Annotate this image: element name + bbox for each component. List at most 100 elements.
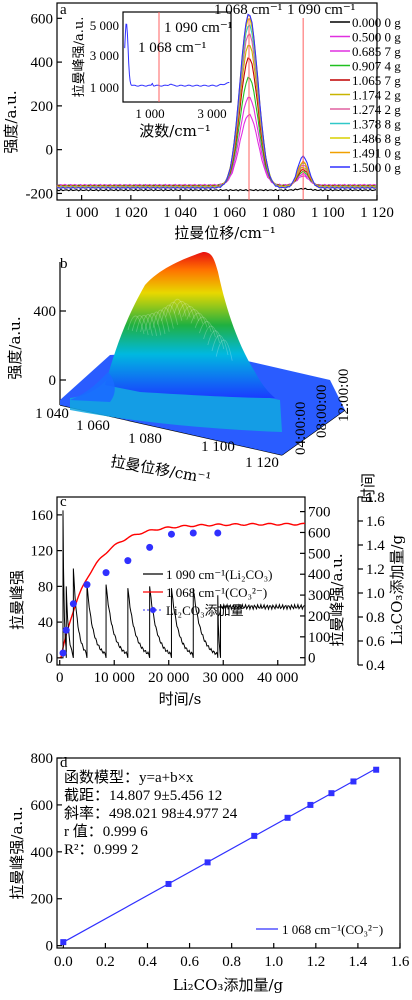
panel-d-xtick: 1.4 — [349, 954, 368, 970]
data-point — [284, 814, 291, 821]
panel-c-ytick-right2: 1.2 — [366, 562, 385, 578]
surface-ridge — [157, 307, 174, 329]
legend-entry: 0.000 0 g — [352, 15, 401, 30]
annotation-intercept: 截距：14.807 9±5.456 12 — [64, 787, 222, 804]
inset-ylabel: 拉曼峰强/a.u. — [72, 17, 87, 98]
legend-entry: 0.907 4 g — [352, 59, 401, 74]
panel-c-ytick-right: 200 — [308, 609, 331, 625]
panel-a-legend: 0.000 0 g0.500 0 g0.685 7 g0.907 4 g1.06… — [330, 15, 401, 175]
annotation-model: 函数模型：y=a+b×x — [64, 769, 194, 786]
panel-c-ylabel-left: 拉曼峰强 — [8, 570, 26, 630]
panel-c-ytick-right2: 1.0 — [366, 586, 385, 602]
surface-ridge — [165, 301, 183, 321]
panel-d-frame — [56, 757, 401, 949]
spectrum-line — [56, 18, 377, 189]
panel-c-ytick-left: 40 — [38, 615, 53, 631]
panel-b-ttick: 08:00:00 — [314, 385, 330, 438]
data-point — [373, 766, 380, 773]
panel-b-xlabel: 拉曼位移/cm⁻¹ — [109, 452, 212, 487]
surface-ridge — [173, 300, 191, 318]
surface-ridge — [144, 313, 162, 336]
data-point — [204, 859, 211, 866]
panel-b-xtick: 1 100 — [201, 439, 235, 455]
panel-c-ytick-right: 600 — [308, 525, 331, 541]
panel-c-xtick: 40 000 — [257, 670, 298, 686]
addition-point — [69, 600, 77, 608]
addition-point — [189, 529, 197, 537]
panel-label-c: c — [60, 494, 67, 510]
addition-point — [83, 581, 91, 589]
panel-a-ytick: 200 — [31, 99, 54, 115]
panel-c-ytick-right2: 0.8 — [366, 610, 385, 626]
panel-a-xtick: 1 020 — [114, 205, 148, 221]
panel-c-ytick-right: 400 — [308, 567, 331, 583]
annotation-1090: 1 090 cm⁻¹ — [287, 2, 355, 18]
data-point — [60, 939, 67, 946]
addition-point — [146, 543, 154, 551]
panel-c-xtick: 20 000 — [148, 670, 189, 686]
panel-c-ytick-right: 100 — [308, 630, 331, 646]
inset-xtick: 3 000 — [197, 106, 226, 121]
legend-entry: 0.500 0 g — [352, 30, 401, 45]
legend-entry: 1.174 2 g — [352, 88, 401, 103]
panel-c-ytick-right: 300 — [308, 588, 331, 604]
legend-marker-addition — [150, 607, 156, 613]
panel-a-xtick: 1 060 — [212, 205, 246, 221]
surface-ridge — [211, 335, 229, 356]
panel-a: a -200 0 200 400 600 1 000 1 020 1 040 1 060 1 0… — [2, 2, 401, 242]
spectrum-line — [56, 113, 377, 187]
panel-a-xtick: 1 000 — [65, 205, 99, 221]
surface-ridge — [127, 315, 145, 335]
panel-a-ylabel: 强度/a.u. — [2, 90, 20, 153]
panel-a-xtick: 1 040 — [163, 205, 197, 221]
panel-a-xtick: 1 100 — [311, 205, 345, 221]
panel-c-frame — [56, 496, 306, 666]
inset-spectrum — [124, 23, 230, 87]
annotation-slope: 斜率：498.021 98±4.977 24 — [64, 805, 238, 822]
panel-c-ytick-right: 0 — [308, 651, 316, 667]
surface-ridges — [127, 298, 233, 361]
panel-b: b 0 400 1 040 1 060 1 080 1 100 1 120 拉曼… — [6, 252, 377, 503]
surface-front — [70, 372, 115, 402]
panel-label-a: a — [60, 2, 67, 18]
spectrum-line — [56, 187, 377, 192]
series-1068 — [59, 522, 306, 659]
panel-b-xtick: 1 060 — [76, 418, 110, 434]
addition-point — [167, 530, 175, 538]
spectrum-line — [56, 57, 377, 188]
panel-b-ttick: 12:00:00 — [336, 369, 352, 422]
legend-entry: 0.685 7 g — [352, 44, 401, 59]
panel-a-ytick: -200 — [26, 186, 54, 202]
inset-annotation-1090: 1 090 cm⁻¹ — [164, 20, 232, 36]
addition-point — [59, 649, 67, 657]
inset-frame — [122, 11, 232, 103]
panel-c-ytick-left: 120 — [31, 544, 54, 560]
panel-c: c 0 40 80 120 160 0 100 200 300 400 500 600 700 0.4 0.… — [8, 490, 406, 708]
panel-c-xtick: 30 000 — [203, 670, 244, 686]
surface-ridge — [152, 309, 170, 332]
panel-c-xtick: 0 — [56, 670, 64, 686]
panel-label-d: d — [60, 755, 68, 771]
surface-ridge — [178, 303, 195, 319]
surface-peak — [105, 252, 275, 398]
panel-d-xlabel: Li₂CO₃添加量/g — [173, 976, 284, 994]
panel-d-ytick: 200 — [31, 892, 54, 908]
addition-point — [62, 626, 70, 634]
panel-d-ytick: 800 — [31, 751, 54, 767]
panel-b-tlabel: 时间 — [359, 473, 377, 503]
panel-d-xtick: 0.8 — [222, 954, 241, 970]
panel-c-ytick-left: 160 — [31, 508, 54, 524]
panel-c-ylabel-right: 拉曼峰强/a.u. — [328, 553, 346, 646]
addition-point — [214, 529, 222, 537]
inset-ytick: 5 000 — [90, 18, 119, 33]
surface-ridge — [203, 325, 220, 344]
fit-line — [63, 767, 377, 943]
panel-d: d 0 200 400 600 800 0.0 0.2 0.4 0.6 0.8 1.0 1.2 1.4 1… — [8, 751, 410, 994]
data-point — [350, 778, 357, 785]
surface-ridge — [207, 330, 225, 350]
panel-c-ytick-right2: 1.4 — [366, 538, 385, 554]
surface-ridge — [136, 314, 153, 336]
surface-ridge — [186, 309, 204, 324]
panel-c-ytick-right2: 1.8 — [366, 490, 385, 506]
surface-ridge — [199, 321, 216, 338]
